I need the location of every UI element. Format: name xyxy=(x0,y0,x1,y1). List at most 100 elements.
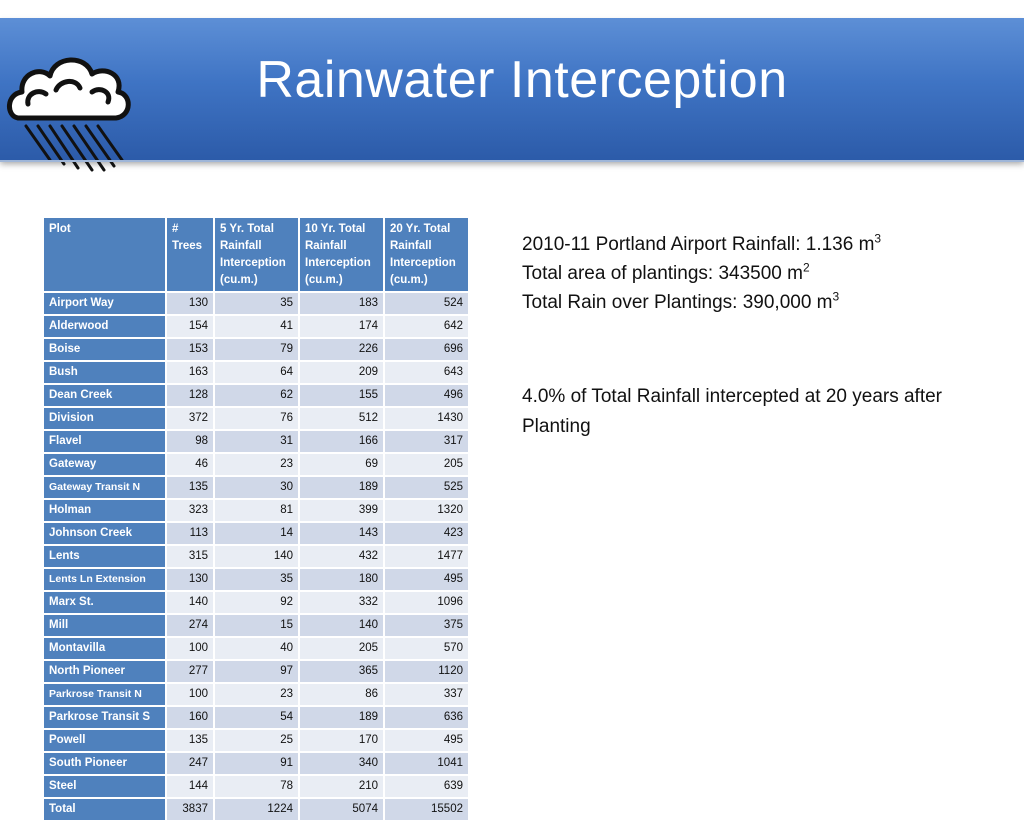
title-bar: Rainwater Interception xyxy=(0,18,1024,172)
table-row: Alderwood 154 41 174 642 xyxy=(42,314,470,339)
plot-cell: Holman xyxy=(42,498,167,523)
rainfall-sup: 3 xyxy=(874,231,882,246)
yr10-cell: 332 xyxy=(298,590,385,615)
table-row: Bush 163 64 209 643 xyxy=(42,360,470,385)
plot-cell: Bush xyxy=(42,360,167,385)
plot-cell: Gateway Transit N xyxy=(42,475,167,500)
yr5-cell: 54 xyxy=(213,705,300,730)
table-row: Lents 315 140 432 1477 xyxy=(42,544,470,569)
yr20-cell: 525 xyxy=(383,475,470,500)
table-row: North Pioneer 277 97 365 1120 xyxy=(42,659,470,684)
table-row: Johnson Creek 113 14 143 423 xyxy=(42,521,470,546)
yr20-cell: 337 xyxy=(383,682,470,707)
yr5-cell: 40 xyxy=(213,636,300,661)
table-row: South Pioneer 247 91 340 1041 xyxy=(42,751,470,776)
plot-cell: Lents xyxy=(42,544,167,569)
table-row: Gateway Transit N 135 30 189 525 xyxy=(42,475,470,500)
trees-cell: 372 xyxy=(165,406,215,431)
yr20-cell: 1120 xyxy=(383,659,470,684)
plot-cell: Johnson Creek xyxy=(42,521,167,546)
yr20-cell: 317 xyxy=(383,429,470,454)
trees-cell: 277 xyxy=(165,659,215,684)
table-row: Lents Ln Extension 130 35 180 495 xyxy=(42,567,470,592)
plot-cell: Division xyxy=(42,406,167,431)
plot-cell: Alderwood xyxy=(42,314,167,339)
table-row: Marx St. 140 92 332 1096 xyxy=(42,590,470,615)
yr10-cell: 365 xyxy=(298,659,385,684)
table-row: Mill 274 15 140 375 xyxy=(42,613,470,638)
yr10-cell: 143 xyxy=(298,521,385,546)
yr10-cell: 209 xyxy=(298,360,385,385)
plot-cell: Flavel xyxy=(42,429,167,454)
yr20-cell: 1320 xyxy=(383,498,470,523)
yr20-cell: 15502 xyxy=(383,797,470,822)
total-text: Total Rain over Plantings: 390,000 m xyxy=(522,292,833,313)
plot-cell: Total xyxy=(42,797,167,822)
yr20-cell: 205 xyxy=(383,452,470,477)
yr10-cell: 174 xyxy=(298,314,385,339)
yr20-cell: 570 xyxy=(383,636,470,661)
plot-cell: South Pioneer xyxy=(42,751,167,776)
area-sup: 2 xyxy=(802,260,810,275)
plot-cell: Boise xyxy=(42,337,167,362)
table-row: Division 372 76 512 1430 xyxy=(42,406,470,431)
yr20-cell: 1477 xyxy=(383,544,470,569)
yr5-cell: 23 xyxy=(213,452,300,477)
yr10-cell: 69 xyxy=(298,452,385,477)
yr5-cell: 97 xyxy=(213,659,300,684)
header-5yr: 5 Yr. Total Rainfall Interception (cu.m.… xyxy=(213,216,300,293)
yr5-cell: 41 xyxy=(213,314,300,339)
yr10-cell: 226 xyxy=(298,337,385,362)
rainfall-text: 2010-11 Portland Airport Rainfall: 1.136… xyxy=(522,234,875,255)
trees-cell: 154 xyxy=(165,314,215,339)
plot-cell: Montavilla xyxy=(42,636,167,661)
trees-cell: 160 xyxy=(165,705,215,730)
plot-cell: Mill xyxy=(42,613,167,638)
header-20yr: 20 Yr. Total Rainfall Interception (cu.m… xyxy=(383,216,470,293)
yr5-cell: 76 xyxy=(213,406,300,431)
trees-cell: 100 xyxy=(165,636,215,661)
yr5-cell: 30 xyxy=(213,475,300,500)
yr10-cell: 86 xyxy=(298,682,385,707)
trees-cell: 144 xyxy=(165,774,215,799)
table-header-row: Plot # Trees 5 Yr. Total Rainfall Interc… xyxy=(42,216,470,293)
total-line: Total Rain over Plantings: 390,000 m3 xyxy=(522,288,1002,317)
plot-cell: Lents Ln Extension xyxy=(42,567,167,592)
yr10-cell: 512 xyxy=(298,406,385,431)
header-10yr: 10 Yr. Total Rainfall Interception (cu.m… xyxy=(298,216,385,293)
table-row: Gateway 46 23 69 205 xyxy=(42,452,470,477)
conclusion-text: 4.0% of Total Rainfall intercepted at 20… xyxy=(522,386,943,437)
plot-cell: Airport Way xyxy=(42,291,167,316)
plot-cell: North Pioneer xyxy=(42,659,167,684)
trees-cell: 247 xyxy=(165,751,215,776)
yr5-cell: 91 xyxy=(213,751,300,776)
trees-cell: 323 xyxy=(165,498,215,523)
plot-cell: Marx St. xyxy=(42,590,167,615)
table-row: Boise 153 79 226 696 xyxy=(42,337,470,362)
yr5-cell: 35 xyxy=(213,291,300,316)
yr10-cell: 399 xyxy=(298,498,385,523)
trees-cell: 135 xyxy=(165,728,215,753)
yr5-cell: 14 xyxy=(213,521,300,546)
rain-cloud-icon xyxy=(7,57,131,172)
yr20-cell: 524 xyxy=(383,291,470,316)
yr10-cell: 170 xyxy=(298,728,385,753)
yr20-cell: 496 xyxy=(383,383,470,408)
trees-cell: 46 xyxy=(165,452,215,477)
yr5-cell: 81 xyxy=(213,498,300,523)
table-row: Airport Way 130 35 183 524 xyxy=(42,291,470,316)
yr20-cell: 639 xyxy=(383,774,470,799)
yr10-cell: 210 xyxy=(298,774,385,799)
table-body: Airport Way 130 35 183 524 Alderwood 154 41 174 6… xyxy=(42,291,470,822)
yr5-cell: 35 xyxy=(213,567,300,592)
yr10-cell: 166 xyxy=(298,429,385,454)
trees-cell: 153 xyxy=(165,337,215,362)
table-row: Powell 135 25 170 495 xyxy=(42,728,470,753)
yr10-cell: 140 xyxy=(298,613,385,638)
trees-cell: 315 xyxy=(165,544,215,569)
yr20-cell: 375 xyxy=(383,613,470,638)
trees-cell: 100 xyxy=(165,682,215,707)
plot-cell: Parkrose Transit N xyxy=(42,682,167,707)
yr20-cell: 1096 xyxy=(383,590,470,615)
yr5-cell: 25 xyxy=(213,728,300,753)
